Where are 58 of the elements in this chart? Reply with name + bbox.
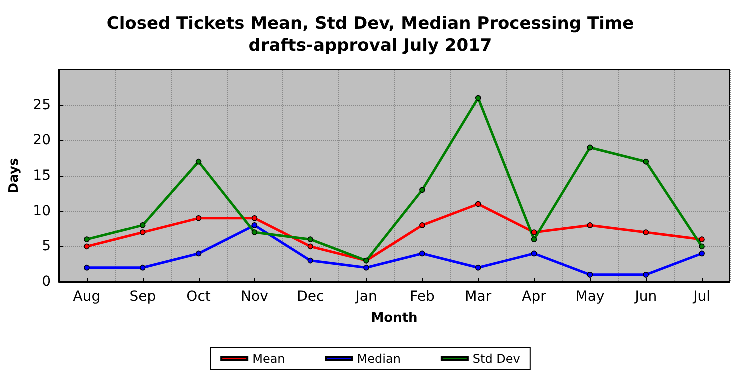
x-axis-title: Month: [371, 311, 418, 326]
point: [140, 264, 146, 271]
y-tick-label: 5: [42, 238, 51, 255]
y-tick-label: 15: [33, 168, 51, 184]
point: [84, 236, 90, 242]
x-tick-label: Mar: [465, 289, 492, 305]
legend-label: Median: [357, 352, 401, 366]
point: [420, 250, 426, 257]
point: [699, 250, 705, 257]
point: [252, 216, 258, 222]
point: [196, 158, 202, 165]
x-tick-label: Jun: [634, 289, 658, 305]
point: [531, 250, 538, 257]
point: [643, 272, 650, 278]
x-tick-label: Jan: [354, 289, 378, 305]
point: [643, 158, 650, 165]
point: [84, 264, 90, 271]
point: [587, 272, 594, 278]
x-tick-label: Dec: [297, 289, 324, 305]
point: [531, 236, 538, 242]
point: [699, 236, 705, 242]
x-tick-label: Aug: [73, 289, 101, 305]
point: [308, 258, 314, 264]
y-tick-label: 0: [42, 274, 51, 290]
x-tick-label: Jul: [692, 289, 710, 305]
x-tick-label: May: [576, 289, 605, 305]
point: [196, 216, 202, 222]
point: [475, 201, 482, 208]
point: [308, 244, 314, 250]
point: [84, 244, 90, 250]
chart-title: Closed Tickets Mean, Std Dev, Median Processing Time drafts-approval July 2017: [106, 14, 634, 56]
point: [475, 95, 482, 102]
point: [699, 244, 705, 250]
x-tick-label: Apr: [522, 289, 547, 305]
point: [587, 144, 594, 151]
point: [252, 230, 258, 236]
x-tick-label: Nov: [241, 289, 268, 305]
point: [140, 230, 146, 236]
y-axis-title: Days: [7, 158, 22, 194]
point: [587, 222, 594, 228]
y-tick-label: 25: [33, 97, 51, 114]
y-tick-label: 10: [33, 203, 51, 220]
point: [420, 222, 426, 228]
point: [531, 230, 538, 236]
x-tick-label: Sep: [130, 289, 156, 305]
point: [252, 222, 258, 228]
point: [364, 264, 370, 271]
y-tick-label: 20: [33, 132, 51, 149]
point: [475, 264, 482, 271]
point: [140, 222, 146, 228]
legend-label: Mean: [252, 352, 286, 366]
point: [420, 187, 426, 194]
point: [643, 230, 650, 236]
legend-label: Std Dev: [472, 352, 520, 366]
x-tick-label: Feb: [410, 289, 435, 305]
point: [196, 250, 202, 257]
x-tick-label: Oct: [186, 289, 212, 305]
point: [308, 236, 314, 242]
